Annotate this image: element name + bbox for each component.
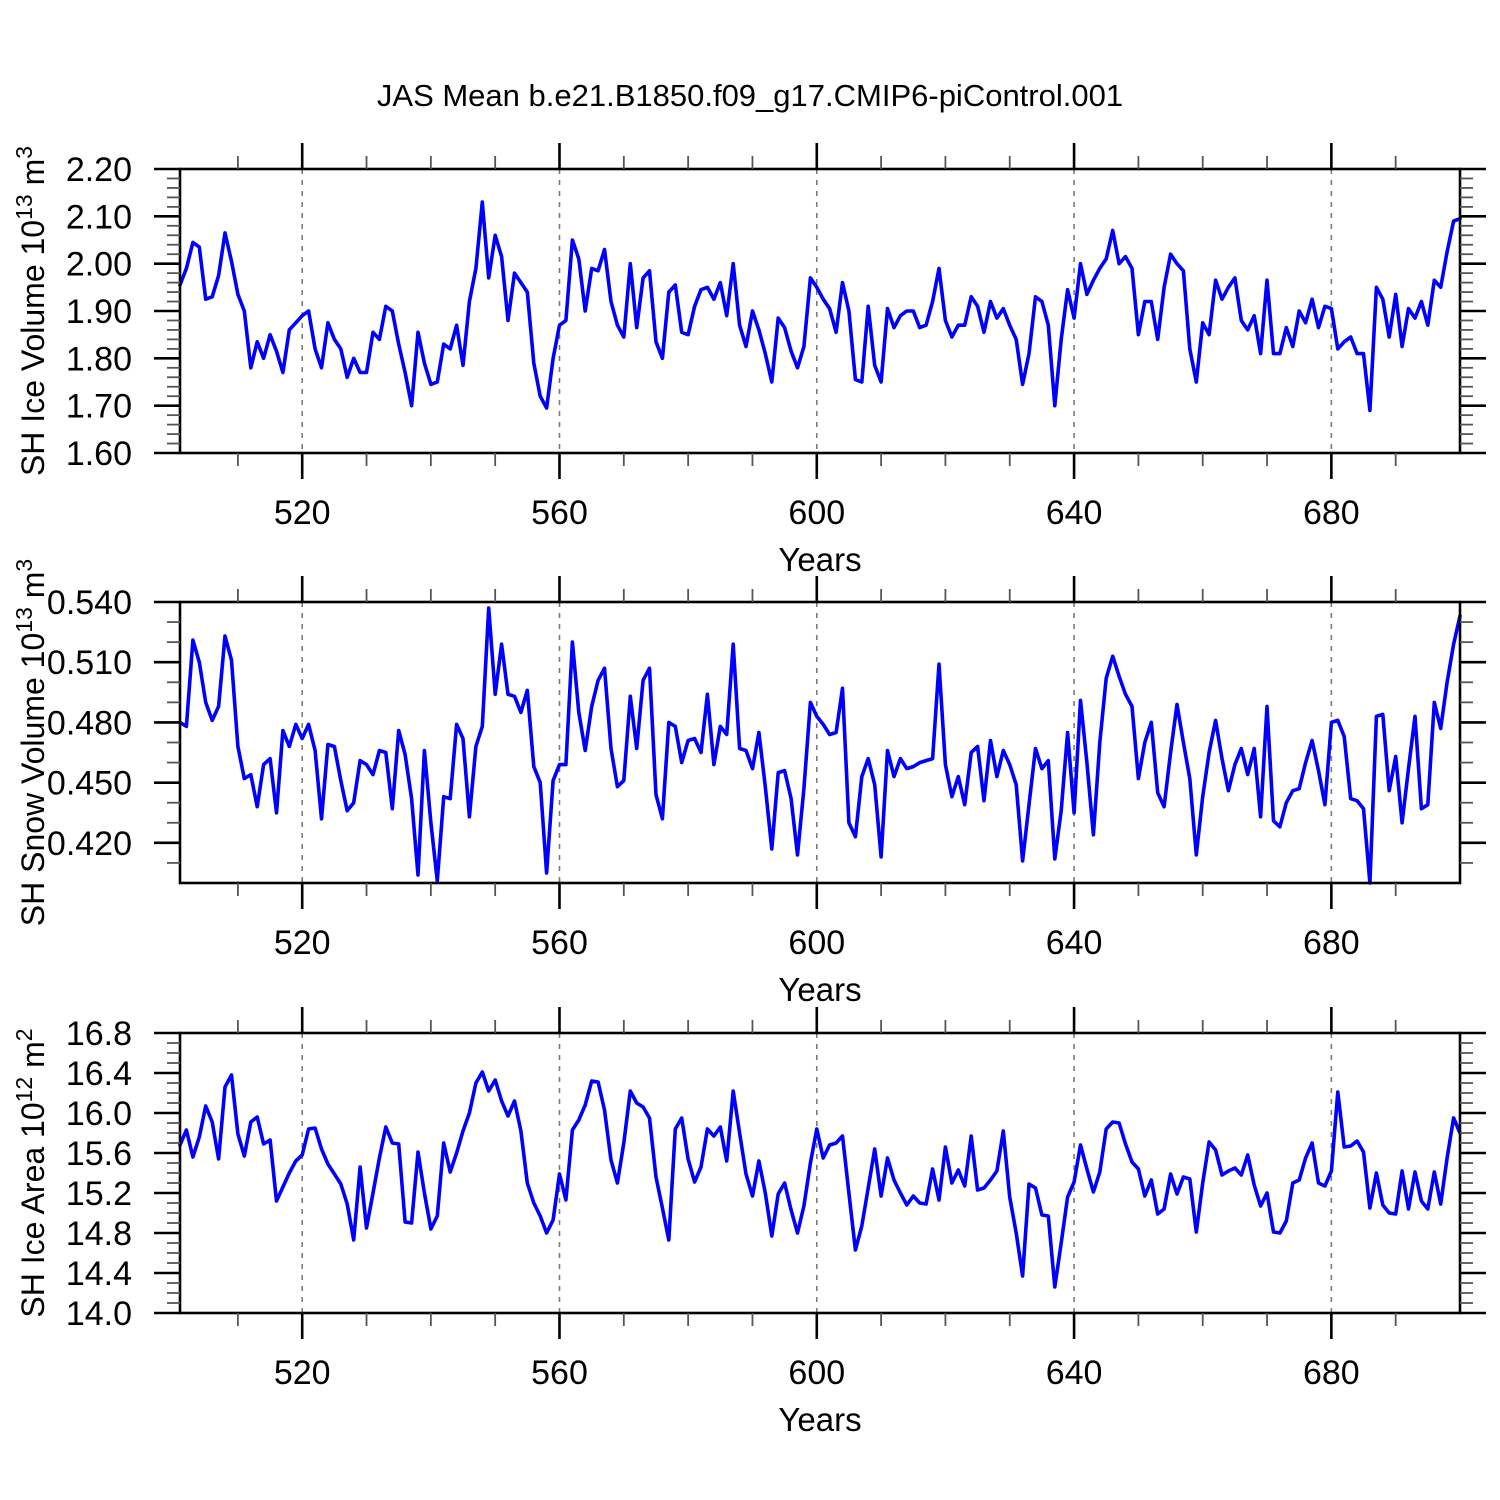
series-sh-ice-volume (178, 200, 1462, 413)
x-tick-label: 600 (788, 924, 845, 962)
series-sh-ice-area (178, 1070, 1462, 1289)
y-axis-title-superscript: 13 (11, 607, 37, 633)
y-tick-label: 14.8 (66, 1215, 132, 1253)
y-axis-title: SH Ice Area 1012 m2 (11, 1028, 51, 1317)
y-tick-label: 15.2 (66, 1175, 132, 1213)
plot-frame (178, 1031, 1462, 1315)
y-axis-title-text: m (15, 572, 51, 608)
x-tick-label: 520 (274, 924, 331, 962)
x-tick-label: 560 (531, 1354, 588, 1392)
y-axis-title-superscript: 13 (11, 194, 37, 220)
y-tick-label: 1.90 (66, 293, 132, 331)
x-tick-label: 640 (1046, 1354, 1103, 1392)
plot-title: JAS Mean b.e21.B1850.f09_g17.CMIP6-piCon… (376, 78, 1124, 113)
y-tick-label: 16.4 (66, 1055, 132, 1093)
y-tick-label: 0.540 (47, 584, 132, 622)
y-tick-label: 1.80 (66, 340, 132, 378)
x-tick-label: 680 (1303, 924, 1360, 962)
y-tick-label: 14.4 (66, 1255, 132, 1293)
x-tick-label: 640 (1046, 494, 1103, 532)
x-axis-title: Years (778, 541, 861, 578)
y-tick-label: 14.0 (66, 1295, 132, 1333)
x-tick-label: 680 (1303, 1354, 1360, 1392)
y-axis-title: SH Snow Volume 1013 m3 (11, 559, 51, 926)
y-tick-label: 2.20 (66, 151, 132, 189)
y-tick-label: 16.0 (66, 1095, 132, 1133)
x-tick-label: 520 (274, 494, 331, 532)
x-tick-label: 600 (788, 494, 845, 532)
panel-sh-snow-volume: 0.420 0.450 0.480 0.510 0.540 520 560 600 640 680… (11, 559, 1486, 1008)
y-tick-label: 1.70 (66, 388, 132, 426)
x-tick-label: 520 (274, 1354, 331, 1392)
x-axis-title: Years (778, 971, 861, 1008)
y-tick-label: 0.480 (47, 704, 132, 742)
y-axis-title-superscript: 2 (11, 1028, 37, 1041)
x-tick-label: 560 (531, 924, 588, 962)
y-tick-label: 2.10 (66, 198, 132, 236)
y-tick-label: 15.6 (66, 1135, 132, 1173)
y-axis-title-text: m (15, 159, 51, 195)
x-axis-title: Years (778, 1401, 861, 1438)
y-axis-title-superscript: 12 (11, 1077, 37, 1103)
y-tick-label: 16.8 (66, 1015, 132, 1053)
series-sh-snow-volume (178, 606, 1462, 885)
y-tick-label: 1.60 (66, 435, 132, 473)
x-tick-label: 680 (1303, 494, 1360, 532)
y-axis-title-text: m (15, 1041, 51, 1077)
x-tick-label: 600 (788, 1354, 845, 1392)
y-axis-title-superscript: 3 (11, 146, 37, 159)
y-tick-label: 0.420 (47, 825, 132, 863)
y-axis-title-superscript: 3 (11, 559, 37, 572)
y-axis-title-text: SH Ice Volume 10 (15, 220, 51, 476)
y-axis-title-text: SH Ice Area 10 (15, 1102, 51, 1317)
y-tick-label: 0.450 (47, 765, 132, 803)
y-axis-title-text: SH Snow Volume 10 (15, 633, 51, 927)
panel-sh-ice-volume: 1.60 1.70 1.80 1.90 2.00 2.10 2.20 520 560 600 640… (11, 143, 1486, 578)
y-tick-label: 0.510 (47, 644, 132, 682)
y-tick-label: 2.00 (66, 246, 132, 284)
y-axis-title: SH Ice Volume 1013 m3 (11, 146, 51, 476)
x-tick-label: 560 (531, 494, 588, 532)
panel-sh-ice-area: 14.014.414.815.215.616.016.416.8 520 560 60… (11, 1007, 1486, 1438)
x-tick-label: 640 (1046, 924, 1103, 962)
